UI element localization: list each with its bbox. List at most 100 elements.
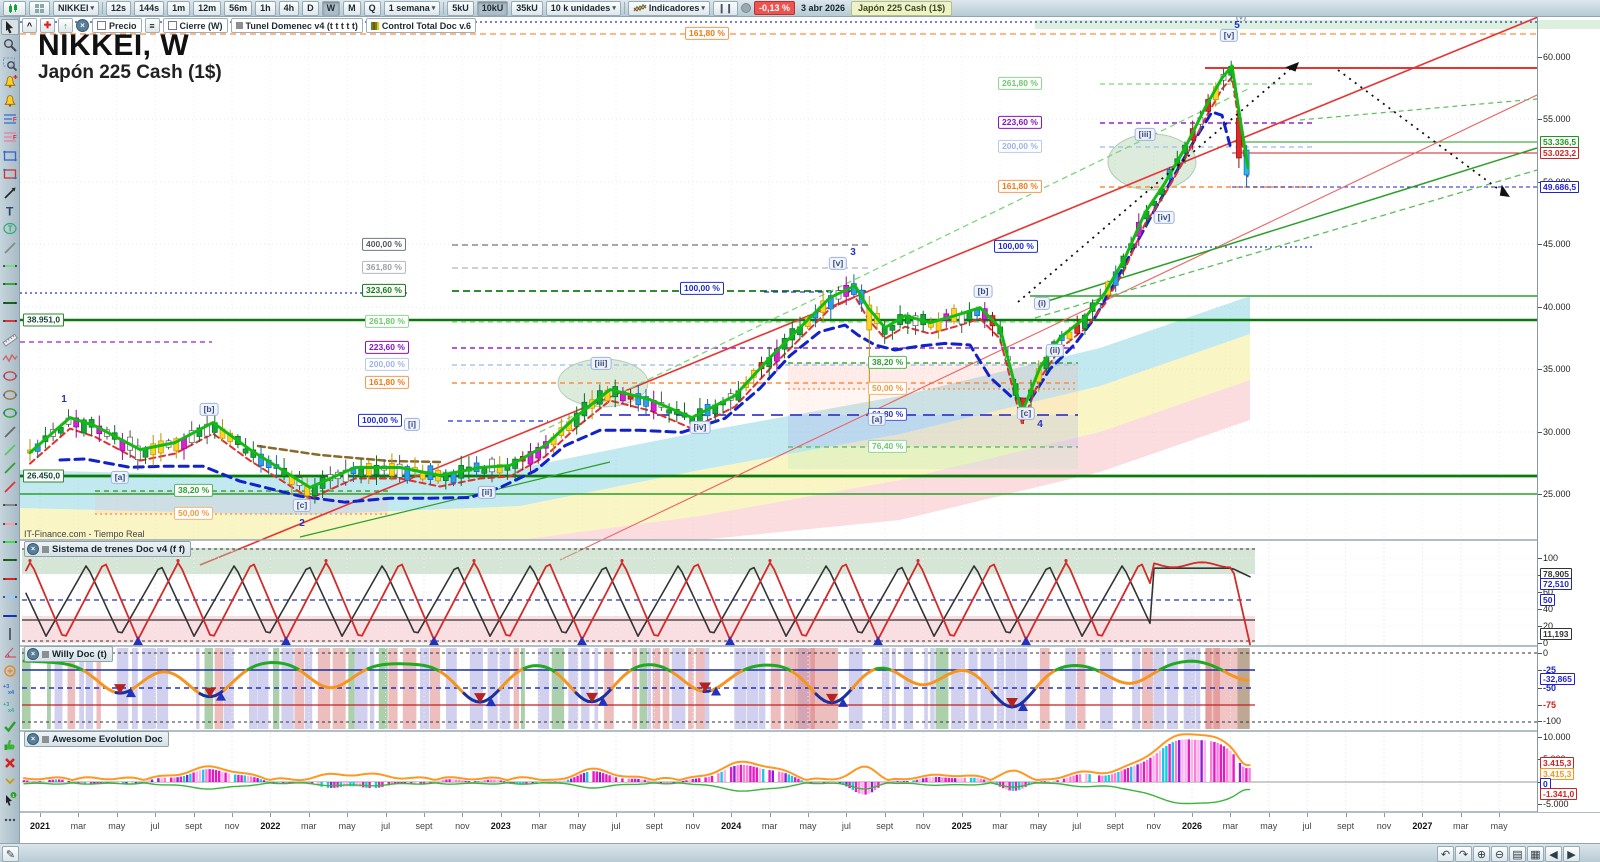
timeframe-Q-button[interactable]: Q <box>363 0 381 16</box>
zoom-icon[interactable] <box>1 37 19 53</box>
timeframe-D-button[interactable]: D <box>302 0 319 16</box>
ruler-icon[interactable] <box>1 332 19 348</box>
zoom-out-icon[interactable]: ⊖ <box>1491 846 1508 862</box>
elliott-wave-label[interactable]: [c] <box>292 498 312 512</box>
trendline-gray-icon[interactable] <box>1 424 19 440</box>
zoom-in-icon[interactable]: ⊕ <box>1473 846 1490 862</box>
move-up-button[interactable]: ↑ <box>58 18 73 33</box>
visibility-checkbox[interactable] <box>97 21 106 30</box>
close-panel-button[interactable]: × <box>27 648 39 660</box>
hseg-navy-icon[interactable] <box>1 608 19 624</box>
like-icon[interactable] <box>1 736 19 752</box>
values2-icon[interactable]: +3 x4 <box>1 699 19 715</box>
elliott-wave-label[interactable]: [iii] <box>1134 127 1156 141</box>
hseg-ltblue-icon[interactable] <box>1 589 19 605</box>
elliott-wave-label[interactable]: [a] <box>110 470 130 484</box>
hline-red-icon[interactable] <box>1 313 19 329</box>
record-icon[interactable] <box>740 3 751 13</box>
circle-plus-icon[interactable] <box>1 663 19 679</box>
trendline-red-icon[interactable] <box>1 479 19 495</box>
elliott-wave-label[interactable]: [b] <box>199 402 219 416</box>
timeframe-144s-button[interactable]: 144s <box>134 0 165 16</box>
fib-level-label[interactable]: 38,20 % <box>174 483 214 497</box>
timeframe-M-button[interactable]: M <box>343 0 361 16</box>
elliott-wave-label[interactable]: [i] <box>403 417 421 431</box>
scroll-right-icon[interactable]: ▶ <box>1563 846 1580 862</box>
page-icon[interactable]: ▤ <box>1509 846 1526 862</box>
hseg-dkgreen-icon[interactable] <box>1 552 19 568</box>
period-dropdown[interactable]: 1 semana ▾ <box>383 0 441 16</box>
elliott-wave-label[interactable]: 1 <box>61 393 67 405</box>
elliott-wave-label[interactable]: [iv] <box>689 420 711 434</box>
collapse-panel-button[interactable]: ^ <box>22 18 37 33</box>
polygon-red-icon[interactable] <box>1 166 19 182</box>
symbol-dropdown[interactable]: NIKKEI ▾ <box>53 0 100 16</box>
hseg-red-icon[interactable] <box>1 571 19 587</box>
hseg-green-icon[interactable] <box>1 534 19 550</box>
draw-mode-icon[interactable]: ✎ <box>2 846 19 862</box>
fib-level-label[interactable]: 161,80 % <box>365 375 409 389</box>
timeframe-12s-button[interactable]: 12s <box>106 0 132 16</box>
instrument-tab[interactable]: Japón 225 Cash (1$) <box>851 0 953 16</box>
trendline-green2-icon[interactable] <box>1 460 19 476</box>
elliott-wave-label[interactable]: [iv] <box>1153 210 1175 224</box>
legend-item-2[interactable]: Tunel Domenec v4 (t t t t t) <box>230 18 363 33</box>
zoom-area-icon[interactable] <box>1 56 19 72</box>
fib-level-label[interactable]: 38,20 % <box>868 355 908 369</box>
cursor-tool-icon[interactable] <box>0 19 19 35</box>
legend-item-1[interactable]: Cierre (W) <box>162 18 228 33</box>
alarm-add-icon[interactable] <box>1 74 19 90</box>
elliott-wave-label[interactable]: [v] <box>1219 28 1239 42</box>
add-indicator-button[interactable]: ✚ <box>40 18 55 33</box>
fib-level-label[interactable]: 50,00 % <box>868 381 908 395</box>
values-icon[interactable]: +3 x4 <box>1 681 19 697</box>
fib-level-label[interactable]: 100,00 % <box>358 413 402 427</box>
polygon-blue-icon[interactable] <box>1 148 19 164</box>
delete-icon[interactable] <box>1 755 19 771</box>
pause-button[interactable]: ❙❙ <box>712 0 738 16</box>
indicators-dropdown[interactable]: Indicadores ▾ <box>627 0 710 16</box>
list-icon[interactable]: ≡ <box>144 18 160 33</box>
fibonacci-icon[interactable]: F <box>1 111 19 127</box>
pointer-badge-icon[interactable]: 1 <box>1 791 19 807</box>
fib-level-label[interactable]: 161,80 % <box>998 179 1042 193</box>
fib-level-label[interactable]: 361,80 % <box>362 260 406 274</box>
fib-level-label[interactable]: 100,00 % <box>680 281 724 295</box>
timeframe-56m-button[interactable]: 56m <box>224 0 253 16</box>
elliott-wave-label[interactable]: [c] <box>1016 406 1036 420</box>
elliott-wave-label[interactable]: 4 <box>1037 418 1043 430</box>
units-10kU-button[interactable]: 10kU <box>476 0 509 16</box>
close-panel-button[interactable]: × <box>27 543 39 555</box>
elliott-wave-label[interactable]: 5 <box>1234 19 1240 31</box>
timeframe-W-button[interactable]: W <box>321 0 341 16</box>
fib-level-label[interactable]: 223,60 % <box>365 340 409 354</box>
trendline-green-icon[interactable] <box>1 442 19 458</box>
ellipse-olive-icon[interactable] <box>1 387 19 403</box>
arrow-tool-icon[interactable] <box>1 185 19 201</box>
fib-level-label[interactable]: 400,00 % <box>362 237 406 251</box>
note-tool-icon[interactable]: T <box>1 221 19 237</box>
visibility-checkbox[interactable] <box>167 21 177 30</box>
fib-level-label[interactable]: 161,80 % <box>685 26 729 40</box>
hline-ltgreen-icon[interactable] <box>1 258 19 274</box>
undo-icon[interactable]: ↶ <box>1437 846 1454 862</box>
units-5kU-button[interactable]: 5kU <box>447 0 474 16</box>
ellipse-green-icon[interactable] <box>1 405 19 421</box>
hseg-pink-icon[interactable] <box>1 516 19 532</box>
scroll-left-icon[interactable]: ◀ <box>1545 846 1562 862</box>
timeframe-1h-button[interactable]: 1h <box>255 0 276 16</box>
text-tool-icon[interactable]: T <box>1 203 19 219</box>
fib-level-label[interactable]: 50,00 % <box>174 506 214 520</box>
elliott-wave-label[interactable]: [iii] <box>590 356 612 370</box>
fib-level-label[interactable]: 223,60 % <box>998 115 1042 129</box>
fib-level-label[interactable]: 76,40 % <box>868 439 908 453</box>
angle-icon[interactable] <box>1 644 19 660</box>
elliott-wave-label[interactable]: [b] <box>973 284 993 298</box>
pattern-icon[interactable] <box>1 350 19 366</box>
legend-item-0[interactable]: Precio <box>92 18 142 33</box>
time-axis[interactable]: 2021 mar may jul sept nov 2022 mar may jul sept nov… <box>20 813 1600 841</box>
elliott-wave-label[interactable]: 2 <box>299 517 305 529</box>
hline-green-icon[interactable] <box>1 276 19 292</box>
fib-level-label[interactable]: 261,80 % <box>998 76 1042 90</box>
elliott-wave-label[interactable]: 3 <box>850 246 856 258</box>
